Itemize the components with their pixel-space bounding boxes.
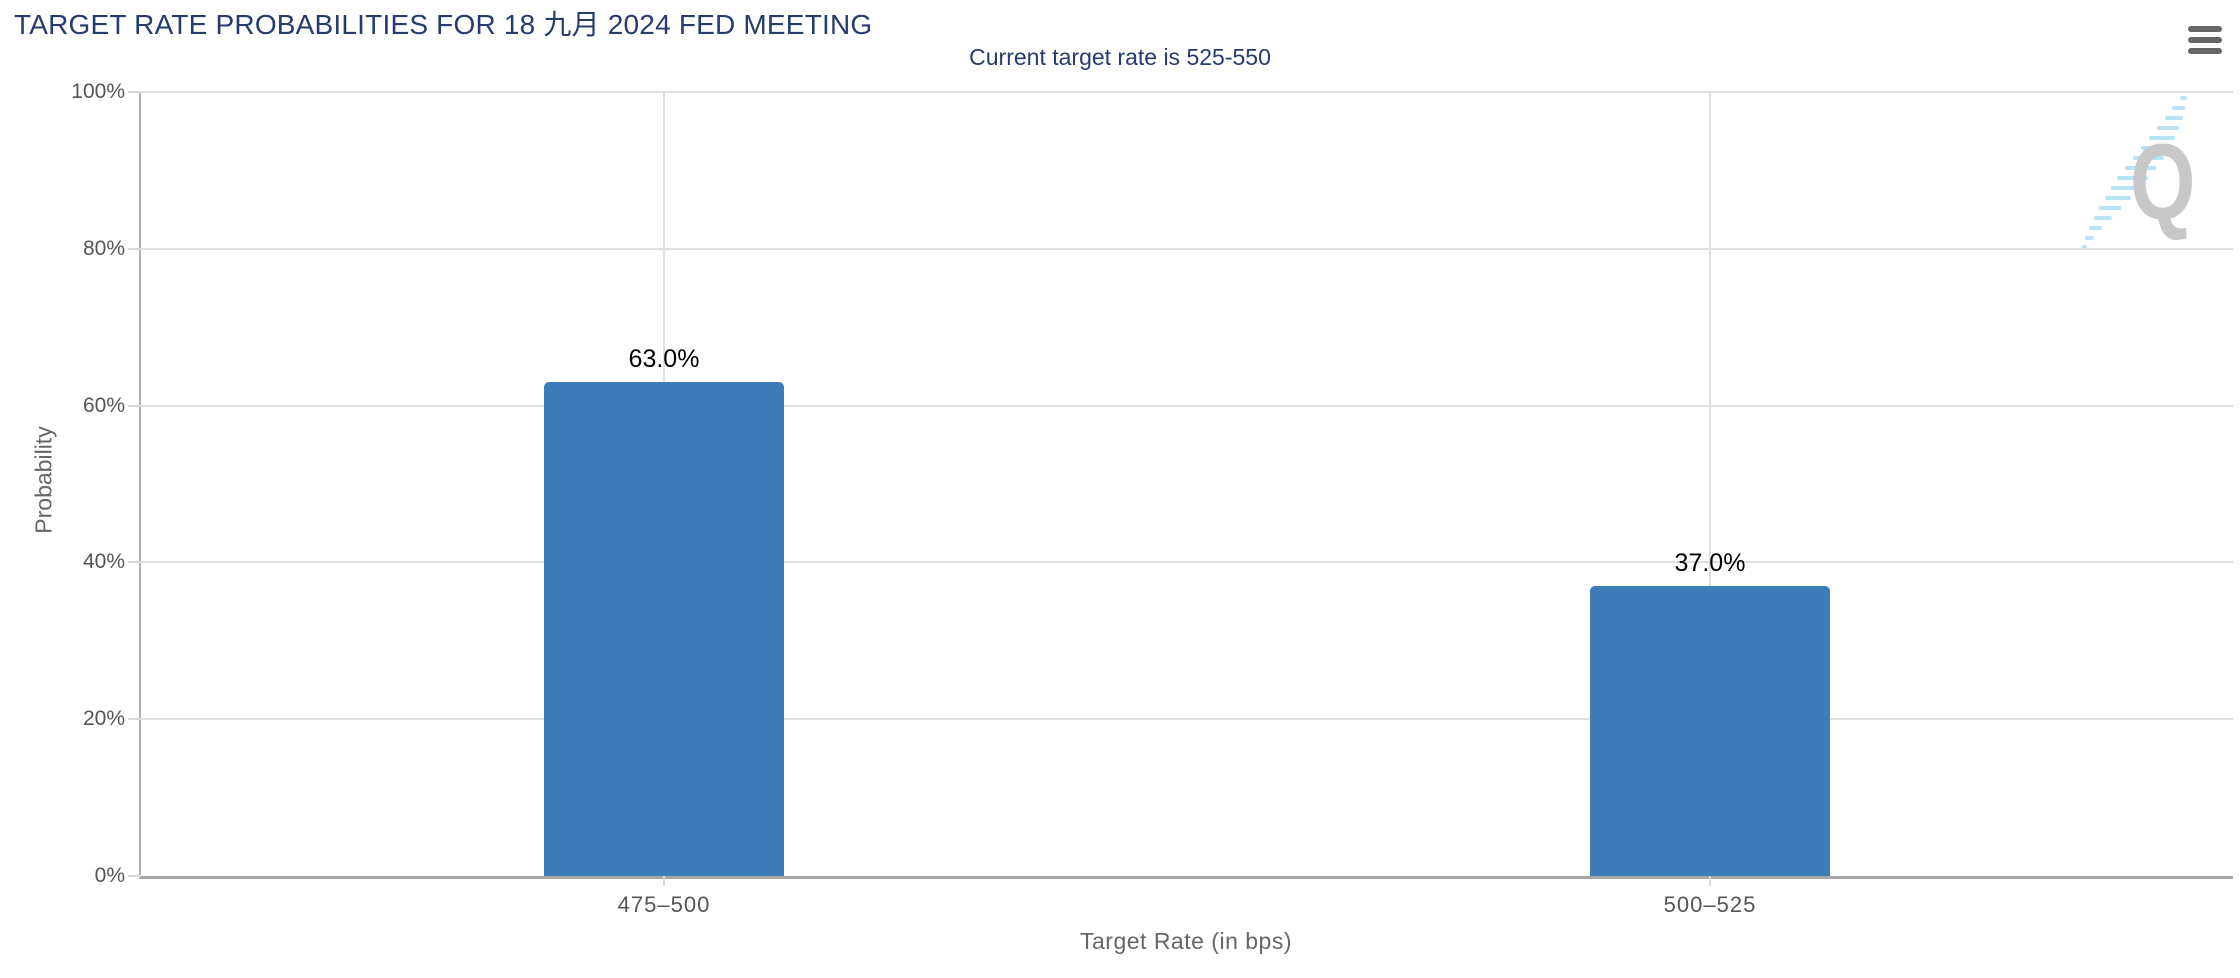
y-gridline bbox=[141, 247, 2233, 250]
y-axis-title: Probability bbox=[30, 426, 57, 534]
y-tick-label: 80% bbox=[82, 236, 125, 260]
y-tick-label: 100% bbox=[71, 80, 125, 103]
chart-subtitle: Current target rate is 525-550 bbox=[969, 44, 1271, 70]
watermark-swoosh-icon bbox=[2082, 96, 2187, 249]
hamburger-menu-icon[interactable] bbox=[2188, 26, 2222, 54]
x-gridline bbox=[1709, 92, 1711, 876]
y-gridline bbox=[141, 561, 2233, 564]
y-tick-label: 20% bbox=[82, 707, 125, 731]
plot-area: 0% 20% 40% 60% 80% 100% 63.0% 475–500 37.0% 500–5… bbox=[71, 80, 2233, 917]
y-tick-mark bbox=[128, 247, 141, 250]
y-gridline bbox=[141, 718, 2233, 721]
bar[interactable] bbox=[1590, 585, 1830, 876]
y-tick-mark bbox=[128, 561, 141, 564]
y-tick-label: 40% bbox=[82, 550, 125, 574]
bar-value-label: 63.0% bbox=[628, 345, 700, 374]
y-tick-mark bbox=[128, 404, 141, 407]
y-tick-mark bbox=[128, 91, 141, 93]
bar[interactable] bbox=[544, 382, 784, 876]
y-tick-label: 0% bbox=[94, 864, 125, 887]
hamburger-bar bbox=[2188, 26, 2222, 32]
x-tick-mark bbox=[1709, 876, 1711, 886]
y-gridline bbox=[141, 91, 2233, 93]
y-tick-label: 60% bbox=[82, 393, 125, 417]
hamburger-bar bbox=[2188, 37, 2222, 43]
x-axis-title: Target Rate (in bps) bbox=[1080, 928, 1292, 954]
chart-title: TARGET RATE PROBABILITIES FOR 18 九月 2024… bbox=[14, 9, 873, 40]
x-tick-label: 475–500 bbox=[617, 892, 711, 917]
y-tick-mark bbox=[128, 875, 141, 877]
watermark-q-letter: Q bbox=[2130, 121, 2196, 242]
x-tick-label: 500–525 bbox=[1663, 892, 1757, 917]
hamburger-bar bbox=[2188, 48, 2222, 54]
x-tick-mark bbox=[663, 876, 665, 886]
y-gridline bbox=[141, 404, 2233, 407]
y-tick-mark bbox=[128, 718, 141, 721]
bar-value-label: 37.0% bbox=[1674, 548, 1746, 577]
